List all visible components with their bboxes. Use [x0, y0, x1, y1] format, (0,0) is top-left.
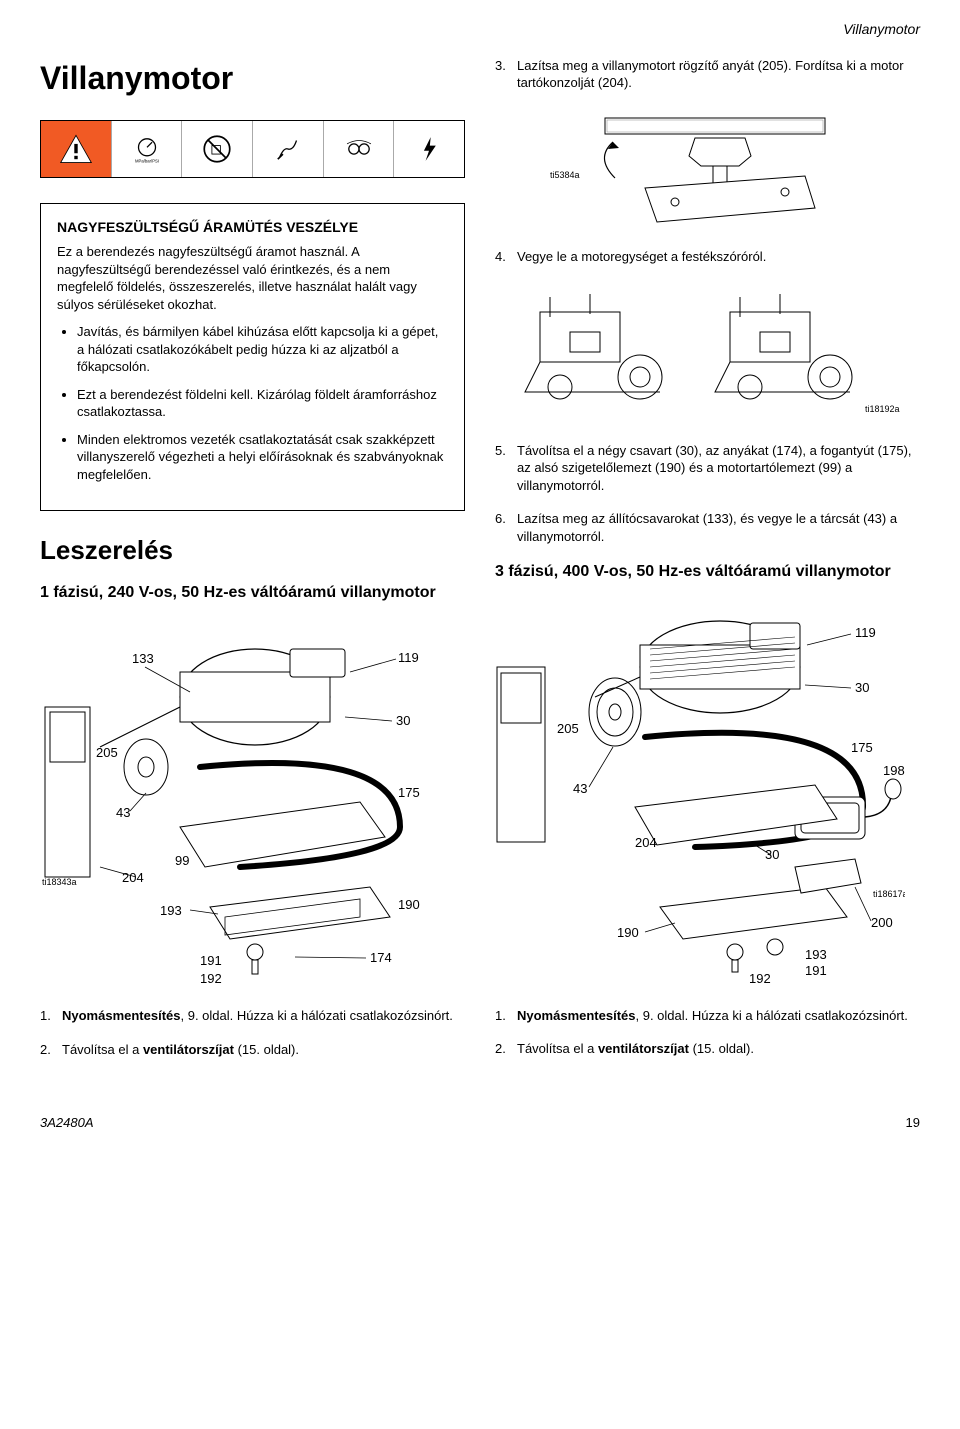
svg-text:133: 133 — [132, 651, 154, 666]
subsection-heading: 1 fázisú, 240 V-os, 50 Hz-es váltóáramú … — [40, 582, 465, 604]
step-text: Távolítsa el a négy csavart (30), az any… — [517, 442, 920, 495]
subsection-heading: 3 fázisú, 400 V-os, 50 Hz-es váltóáramú … — [495, 561, 920, 583]
step-text: Távolítsa el a ventilátorszíjat (15. old… — [517, 1040, 920, 1058]
svg-text:198: 198 — [883, 763, 905, 778]
steps-left: 1. Nyomásmentesítés, 9. oldal. Húzza ki … — [40, 1007, 465, 1058]
svg-text:119: 119 — [855, 625, 876, 640]
right-column: 3. Lazítsa meg a villanymotort rögzítő a… — [495, 57, 920, 1074]
svg-text:MPa/bar/PSI: MPa/bar/PSI — [134, 159, 158, 164]
step-text: Lazítsa meg a villanymotort rögzítő anyá… — [517, 57, 920, 92]
svg-text:205: 205 — [557, 721, 579, 736]
exploded-view-1phase: 119 133 30 205 43 175 99 204 — [40, 617, 465, 987]
step-text: Nyomásmentesítés, 9. oldal. Húzza ki a h… — [62, 1007, 465, 1025]
svg-text:43: 43 — [573, 781, 587, 796]
step-number: 5. — [495, 442, 517, 495]
no-hand-icon — [182, 121, 253, 177]
left-column: Villanymotor MPa/bar/PSI — [40, 57, 465, 1074]
svg-text:43: 43 — [116, 805, 130, 820]
step-number: 2. — [40, 1041, 62, 1059]
svg-text:190: 190 — [617, 925, 639, 940]
page-header: Villanymotor — [40, 20, 920, 39]
warning-bullet: Ezt a berendezést földelni kell. Kizáról… — [77, 386, 448, 421]
svg-text:175: 175 — [851, 740, 873, 755]
svg-text:175: 175 — [398, 785, 420, 800]
step-text: Vegye le a motoregységet a festékszóróró… — [517, 248, 920, 266]
page-footer: 3A2480A 19 — [40, 1114, 920, 1132]
svg-text:99: 99 — [175, 853, 189, 868]
svg-text:190: 190 — [398, 897, 420, 912]
svg-text:30: 30 — [855, 680, 869, 695]
step-text: Lazítsa meg az állítócsavarokat (133), é… — [517, 510, 920, 545]
entanglement-icon — [324, 121, 395, 177]
svg-text:191: 191 — [805, 963, 827, 978]
figure-bracket: ti5384a — [495, 108, 920, 228]
hazard-icon-row: MPa/bar/PSI — [40, 120, 465, 178]
pressure-icon: MPa/bar/PSI — [112, 121, 183, 177]
step-text: Távolítsa el a ventilátorszíjat (15. old… — [62, 1041, 465, 1059]
step-number: 1. — [40, 1007, 62, 1025]
exploded-view-3phase: 119 30 205 43 175 198 — [495, 597, 920, 987]
figure-sprayer-pair: ti18192a — [495, 282, 920, 422]
page-title: Villanymotor — [40, 57, 465, 100]
svg-text:30: 30 — [765, 847, 779, 862]
svg-text:204: 204 — [122, 870, 144, 885]
svg-text:174: 174 — [370, 950, 392, 965]
electric-shock-icon — [394, 121, 464, 177]
svg-text:205: 205 — [96, 745, 118, 760]
step-number: 6. — [495, 510, 517, 545]
warning-bullet: Javítás, és bármilyen kábel kihúzása elő… — [77, 323, 448, 376]
step-number: 4. — [495, 248, 517, 266]
steps-right-bottom: 1. Nyomásmentesítés, 9. oldal. Húzza ki … — [495, 1007, 920, 1058]
svg-text:191: 191 — [200, 953, 222, 968]
svg-text:192: 192 — [200, 971, 222, 986]
callout-label: 119 — [398, 650, 419, 665]
warning-box: NAGYFESZÜLTSÉGŰ ÁRAMÜTÉS VESZÉLYE Ez a b… — [40, 203, 465, 510]
warning-bullet: Minden elektromos vezeték csatlakoztatás… — [77, 431, 448, 484]
svg-text:204: 204 — [635, 835, 657, 850]
step-number: 2. — [495, 1040, 517, 1058]
injection-icon — [253, 121, 324, 177]
svg-text:192: 192 — [749, 971, 771, 986]
svg-text:200: 200 — [871, 915, 893, 930]
footer-doc-id: 3A2480A — [40, 1114, 94, 1132]
warning-triangle-icon — [41, 121, 112, 177]
step-number: 1. — [495, 1007, 517, 1025]
step-number: 3. — [495, 57, 517, 92]
svg-text:ti18343a: ti18343a — [42, 877, 77, 887]
svg-text:ti18192a: ti18192a — [865, 404, 900, 414]
step-text: Nyomásmentesítés, 9. oldal. Húzza ki a h… — [517, 1007, 920, 1025]
footer-page-number: 19 — [906, 1114, 920, 1132]
svg-text:193: 193 — [805, 947, 827, 962]
svg-text:193: 193 — [160, 903, 182, 918]
svg-text:ti5384a: ti5384a — [550, 170, 580, 180]
svg-text:ti18617a: ti18617a — [873, 889, 905, 899]
svg-text:30: 30 — [396, 713, 410, 728]
section-heading: Leszerelés — [40, 533, 465, 568]
warning-paragraph: Ez a berendezés nagyfeszültségű áramot h… — [57, 243, 448, 313]
warning-title: NAGYFESZÜLTSÉGŰ ÁRAMÜTÉS VESZÉLYE — [57, 218, 448, 237]
